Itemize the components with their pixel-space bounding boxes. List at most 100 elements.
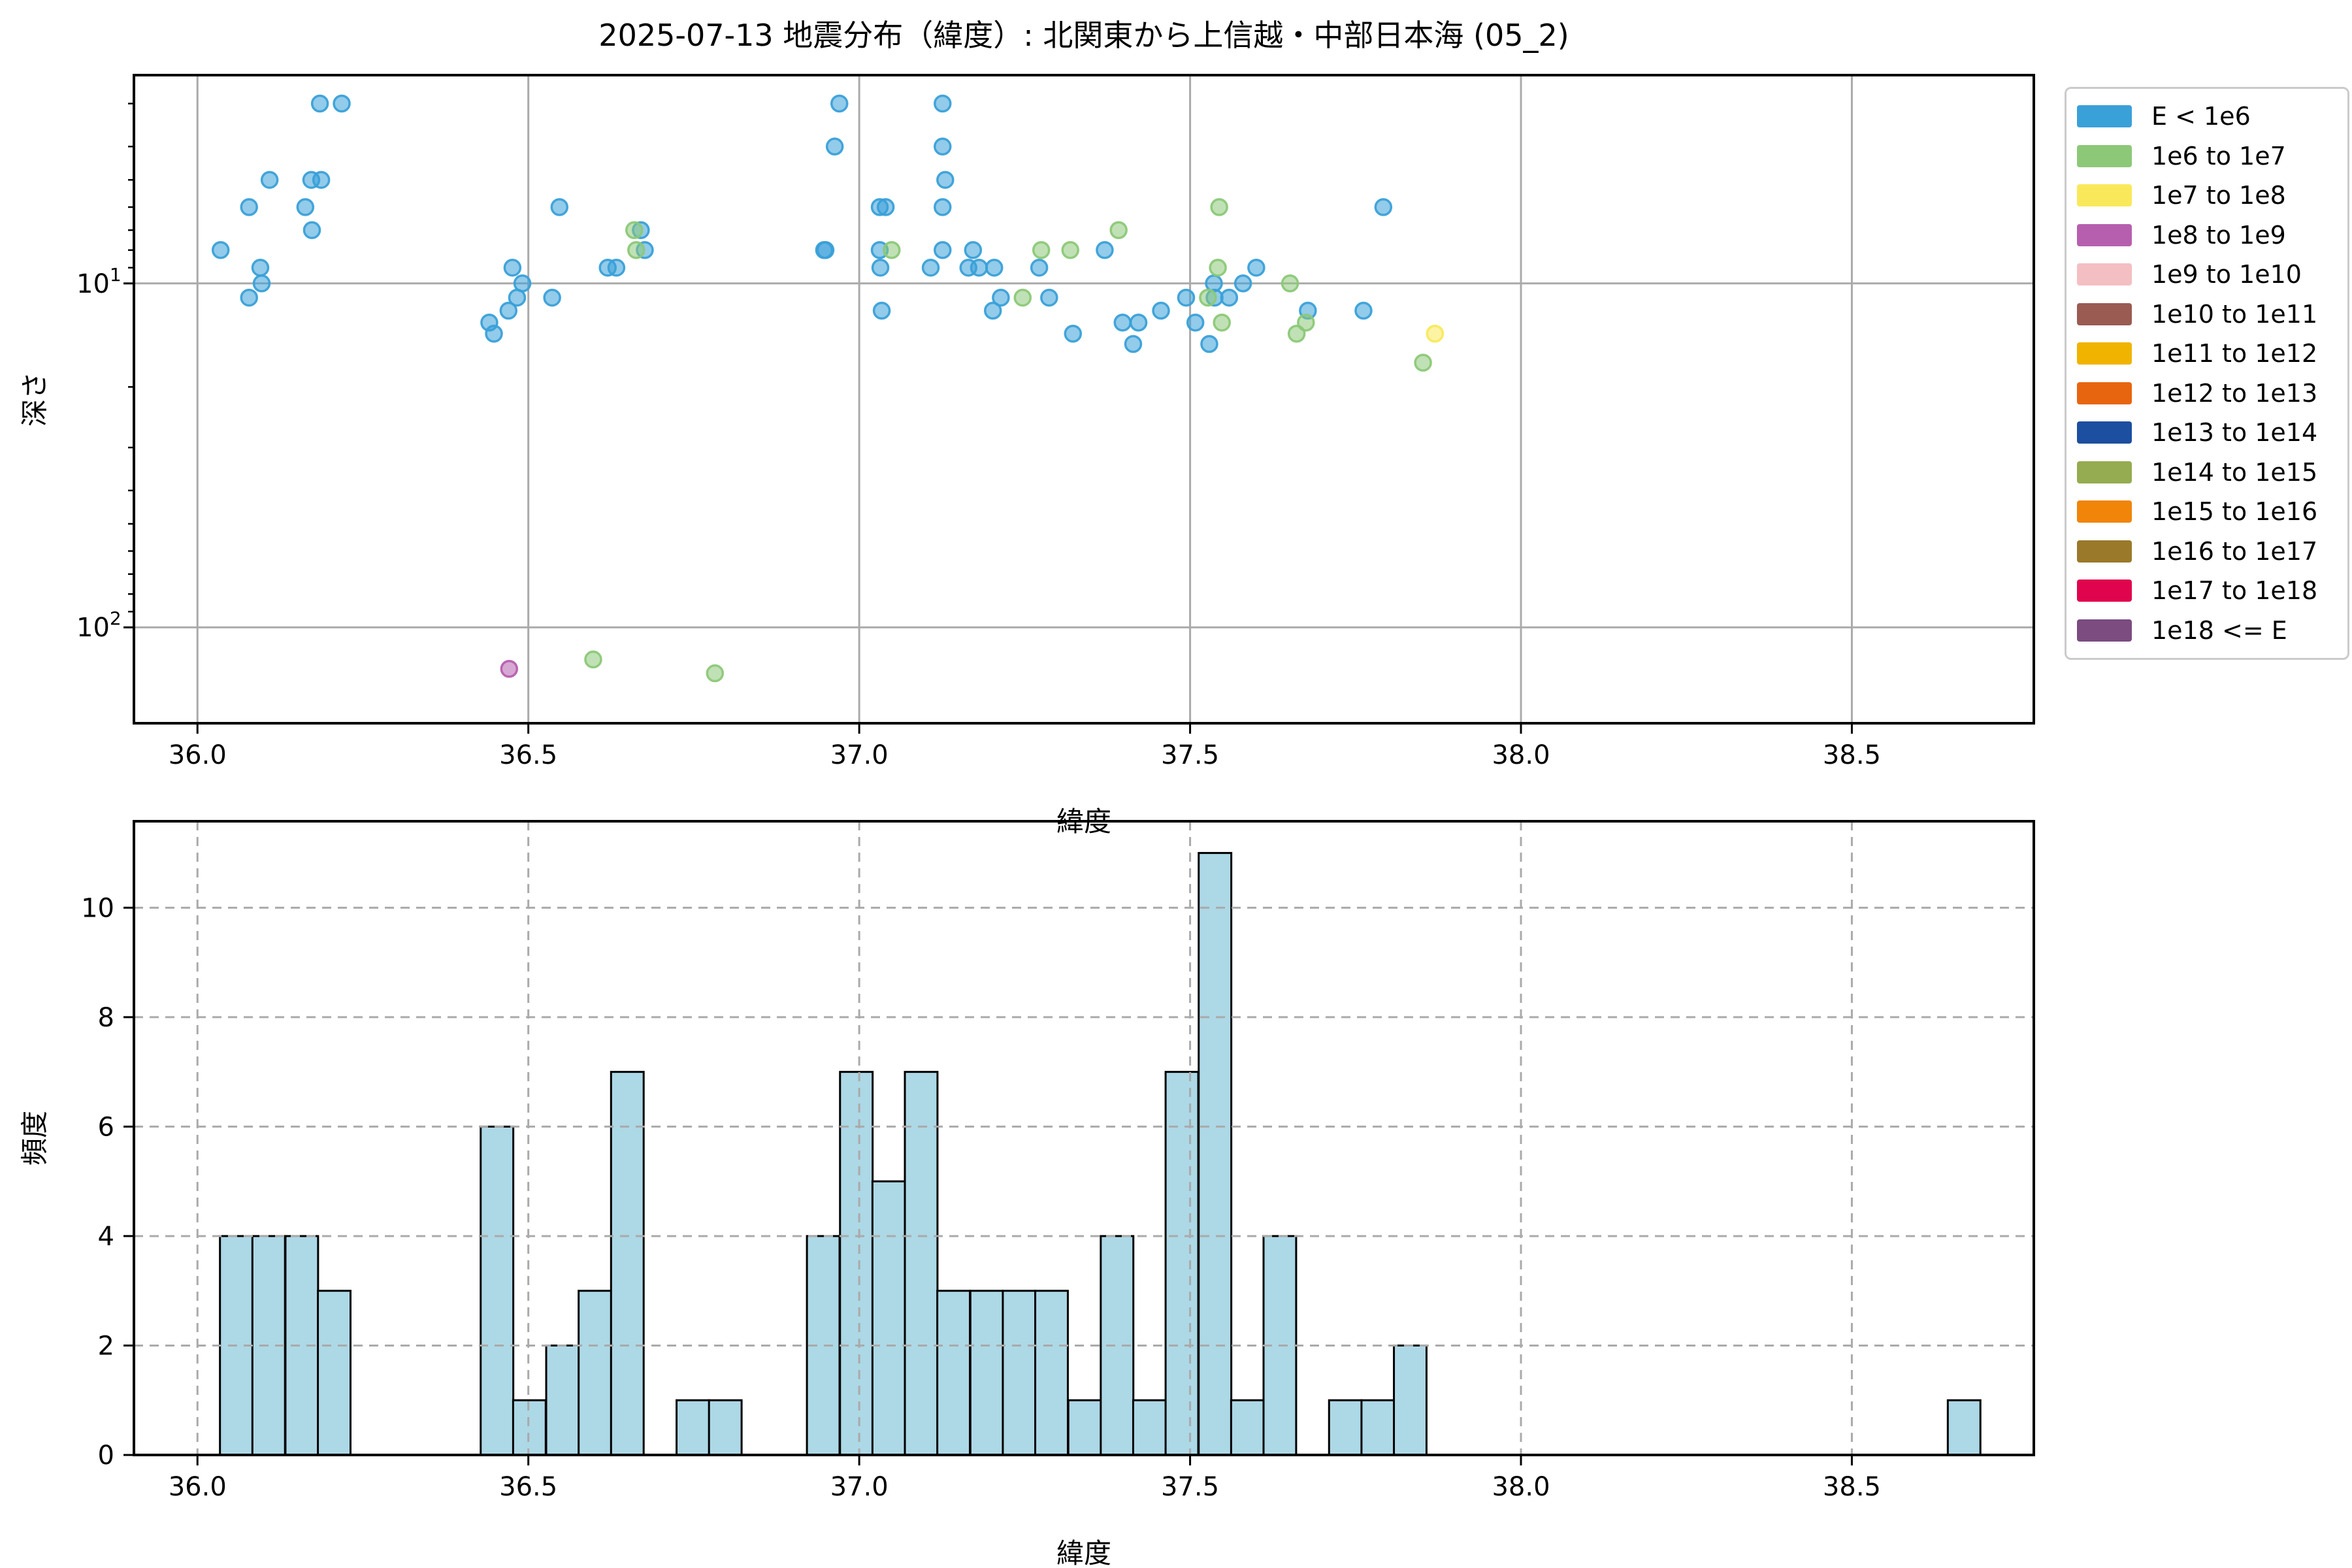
legend-swatch-icon [2077,184,2132,207]
scatter-point [1177,288,1196,307]
y-tick-label: 8 [98,1003,114,1033]
histogram-bar [545,1344,580,1456]
legend-swatch-icon [2077,619,2132,642]
legend-entry: 1e11 to 1e12 [2077,334,2347,374]
scatter-point [240,198,258,216]
y-tick-label: 4 [98,1222,114,1252]
scatter-point [1186,314,1205,332]
x-tick-label: 38.0 [1492,1472,1550,1502]
scatter-point [302,221,321,239]
legend-swatch-icon [2077,461,2132,483]
legend: E < 1e6 1e6 to 1e7 1e7 to 1e8 1e8 to 1e9 1e9… [2065,87,2349,660]
histogram-bar [1393,1344,1428,1456]
histogram-bar [1230,1399,1265,1456]
x-tick-label: 38.5 [1823,740,1881,770]
scatter-point [816,241,835,259]
legend-label: 1e9 to 1e10 [2151,260,2302,289]
scatter-point [513,274,532,293]
legend-swatch-icon [2077,500,2132,523]
legend-entry: 1e17 to 1e18 [2077,571,2347,611]
scatter-point [1109,221,1128,239]
legend-swatch-icon [2077,144,2132,167]
legend-label: 1e11 to 1e12 [2151,339,2318,368]
scatter-point [706,664,725,683]
x-tick-label: 36.0 [169,1472,227,1502]
scatter-point [825,137,844,156]
histogram-bar [512,1399,547,1456]
legend-swatch-icon [2077,302,2132,325]
scatter-point [240,288,258,307]
scatter-point [1200,335,1218,353]
scatter-point [1061,241,1079,259]
scatter-point [933,241,952,259]
legend-label: 1e16 to 1e17 [2151,536,2318,566]
scatter-point [883,241,901,259]
histogram-bar [610,1071,645,1456]
histogram-bar [871,1180,906,1456]
scatter-point [500,659,519,678]
scatter-point [1124,335,1143,353]
histogram-bar [936,1290,972,1456]
scatter-point [871,258,890,277]
scatter-point [1209,258,1227,277]
y-tick-label: 2 [98,1331,114,1361]
histogram-bar [1002,1290,1037,1456]
scatter-point [312,171,331,189]
scatter-point [1113,314,1132,332]
legend-entry: 1e6 to 1e7 [2077,137,2347,176]
scatter-point [1210,198,1228,216]
x-tick-label: 37.5 [1161,1472,1219,1502]
histogram-bar [1132,1399,1167,1456]
scatter-point [485,324,503,343]
y-tick-label: 6 [98,1112,114,1142]
x-tick-label: 36.5 [499,1472,557,1502]
scatter-point [1297,314,1315,332]
scatter-point [1213,314,1231,332]
histogram-bar [839,1071,874,1456]
legend-label: 1e13 to 1e14 [2151,418,2318,448]
x-tick-label: 36.0 [169,740,227,770]
legend-entry: 1e18 <= E [2077,611,2347,651]
x-tick-label: 38.0 [1492,740,1550,770]
histogram-bar [708,1399,743,1456]
scatter-point [1129,314,1148,332]
histogram-axes-frame [133,820,2035,1456]
legend-label: 1e6 to 1e7 [2151,141,2286,171]
legend-label: 1e18 <= E [2151,615,2287,645]
scatter-point [503,258,522,277]
scatter-point [933,94,952,113]
legend-entry: E < 1e6 [2077,97,2347,137]
x-tick-label: 37.0 [830,740,889,770]
legend-entry: 1e10 to 1e11 [2077,295,2347,335]
scatter-point [251,258,270,277]
histogram-bar [578,1290,613,1456]
scatter-point [1281,274,1299,293]
x-tick-label: 36.5 [499,740,557,770]
scatter-point [499,301,518,320]
scatter-point [872,301,891,320]
scatter-point [970,258,988,277]
histogram-bar [480,1125,515,1456]
scatter-point [252,274,271,293]
scatter-point [1032,241,1051,259]
scatter-point [964,241,983,259]
legend-label: E < 1e6 [2151,102,2251,131]
scatter-point [1064,324,1083,343]
legend-entry: 1e16 to 1e17 [2077,532,2347,572]
scatter-point [543,288,561,307]
histogram-bar [1164,1071,1200,1456]
scatter-point [1414,353,1432,372]
legend-swatch-icon [2077,382,2132,404]
legend-entry: 1e7 to 1e8 [2077,176,2347,216]
x-tick-label: 38.5 [1823,1472,1881,1502]
legend-label: 1e8 to 1e9 [2151,220,2286,250]
scatter-point [1030,258,1049,277]
histogram-bar [1328,1399,1363,1456]
legend-swatch-icon [2077,421,2132,444]
legend-entry: 1e8 to 1e9 [2077,216,2347,255]
legend-entry: 1e12 to 1e13 [2077,374,2347,414]
histogram-bar [969,1290,1004,1456]
scatter-point [1220,288,1239,307]
scatter-point [1374,198,1393,216]
